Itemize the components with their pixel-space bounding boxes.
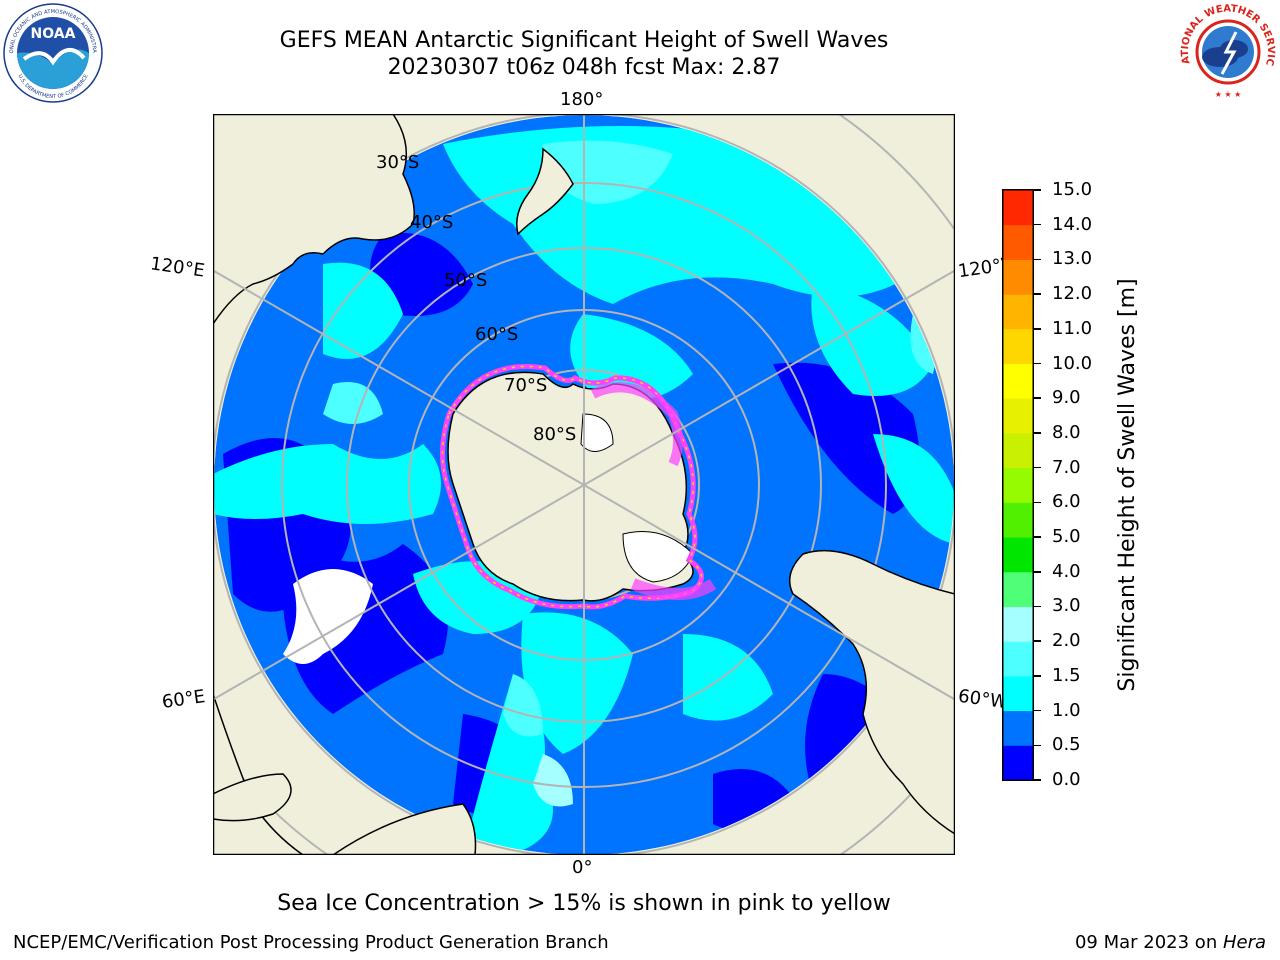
colorbar-tick-label: 1.0: [1052, 699, 1081, 721]
colorbar-tick-mark: [1034, 328, 1041, 330]
colorbar-tick-mark: [1034, 223, 1041, 226]
colorbar-tick-label: 3.0: [1052, 595, 1081, 617]
lon-label-0: 0°: [572, 857, 593, 878]
lat-label-30s: 30°S: [376, 152, 420, 173]
colorbar-tick-label: 10.0: [1052, 352, 1093, 374]
colorbar-tick-mark: [1034, 258, 1041, 261]
colorbar-title: Significant Height of Swell Waves [m]: [1115, 278, 1140, 692]
colorbar-tick-mark: [1034, 744, 1041, 747]
lat-label-60s: 60°S: [475, 324, 519, 345]
colorbar-tick-mark: [1034, 362, 1041, 365]
colorbar-segment: [1003, 224, 1033, 260]
colorbar-tick-label: 6.0: [1052, 491, 1081, 513]
colorbar-tick-label: 15.0: [1052, 179, 1093, 200]
colorbar-segment: [1003, 294, 1033, 330]
colorbar-tick-mark: [1034, 501, 1041, 504]
footer-machine: Hera: [1222, 932, 1266, 953]
colorbar-segment: [1003, 641, 1033, 677]
colorbar-tick-label: 8.0: [1052, 421, 1081, 443]
colorbar-segment: [1003, 571, 1033, 607]
colorbar-tick-label: 9.0: [1052, 387, 1081, 409]
chart-title: GEFS MEAN Antarctic Significant Height o…: [279, 28, 889, 53]
colorbar-tick-mark: [1034, 466, 1041, 469]
sea-ice-note: Sea Ice Concentration > 15% is shown in …: [277, 891, 891, 916]
colorbar-segment: [1003, 710, 1033, 746]
lat-label-50s: 50°S: [444, 270, 488, 291]
meridians: [213, 114, 955, 855]
colorbar-segment: [1003, 432, 1033, 469]
chart-subtitle: 20230307 t06z 048h fcst Max: 2.87: [387, 55, 781, 80]
lat-label-40s: 40°S: [410, 212, 454, 233]
colorbar-tick-mark: [1034, 779, 1041, 781]
australia: [213, 114, 415, 326]
footer-date: 09 Mar 2023 on Hera: [1075, 932, 1266, 954]
colorbar-segment: [1003, 190, 1033, 226]
lon-label-60e: 60°E: [160, 686, 207, 713]
colorbar-tick-label: 11.0: [1052, 317, 1093, 339]
south-america: [788, 549, 955, 835]
colorbar-segment: [1003, 606, 1033, 642]
colorbar-tick-mark: [1034, 397, 1041, 399]
lat-label-80s: 80°S: [533, 424, 577, 445]
lat-label-70s: 70°S: [504, 375, 548, 396]
colorbar-tick-label: 13.0: [1052, 248, 1093, 270]
noaa-logo: NOAA NATIONAL OCEANIC AND ATMOSPHERIC AD…: [0, 0, 104, 108]
colorbar-segment: [1003, 398, 1033, 434]
colorbar-tick-label: 14.0: [1052, 213, 1093, 235]
colorbar-tick-label: 0.5: [1052, 734, 1081, 756]
svg-text:NOAA: NOAA: [31, 26, 76, 42]
colorbar-segment: [1003, 675, 1033, 712]
colorbar-tick-label: 2.0: [1052, 630, 1081, 652]
polar-map: [213, 114, 955, 855]
colorbar-segment: [1003, 328, 1033, 365]
map-frame: [213, 114, 955, 855]
colorbar-tick-label: 1.5: [1052, 664, 1081, 686]
colorbar-segment: [1003, 259, 1033, 295]
colorbar-segment: [1003, 467, 1033, 503]
new-zealand: [516, 147, 574, 236]
colorbar-tick-label: 7.0: [1052, 456, 1081, 478]
colorbar-tick-mark: [1034, 189, 1041, 191]
colorbar-tick-mark: [1034, 536, 1041, 538]
colorbar-segment: [1003, 502, 1033, 538]
colorbar-tick-mark: [1034, 571, 1041, 573]
colorbar-tick-mark: [1034, 675, 1041, 677]
colorbar-tick-mark: [1034, 293, 1041, 295]
colorbar-segment: [1003, 363, 1033, 399]
colorbar-tick-mark: [1034, 709, 1041, 712]
colorbar-frame: [1002, 189, 1034, 781]
footer-credit: NCEP/EMC/Verification Post Processing Pr…: [13, 932, 609, 953]
colorbar-tick-label: 0.0: [1052, 769, 1081, 790]
footer-date-text: 09 Mar 2023 on: [1074, 932, 1223, 953]
colorbar-segment: [1003, 537, 1033, 573]
colorbar: [1002, 189, 1034, 781]
colorbar-tick-label: 12.0: [1052, 283, 1093, 305]
svg-text:★ ★ ★: ★ ★ ★: [1215, 90, 1242, 99]
lon-label-180: 180°: [560, 89, 604, 110]
colorbar-tick-mark: [1034, 432, 1041, 434]
colorbar-segment: [1003, 745, 1033, 781]
colorbar-tick-label: 4.0: [1052, 560, 1081, 582]
colorbar-tick-label: 5.0: [1052, 526, 1081, 548]
lon-label-120e: 120°E: [148, 253, 206, 282]
nws-logo: NATIONAL WEATHER SERVICE ★ ★ ★: [1174, 0, 1278, 106]
colorbar-tick-mark: [1034, 605, 1041, 608]
colorbar-tick-mark: [1034, 640, 1041, 642]
